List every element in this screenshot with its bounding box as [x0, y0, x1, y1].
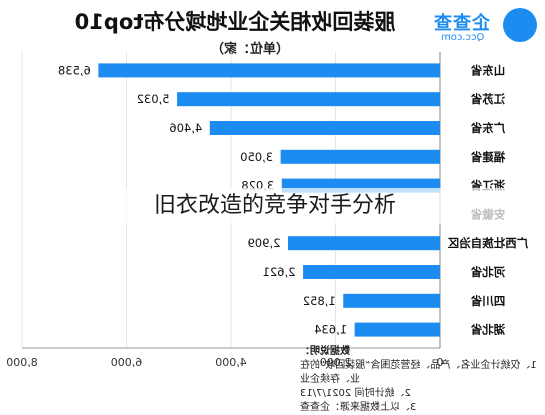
- bar: [98, 63, 441, 78]
- y-category-label: 河北省: [470, 265, 505, 279]
- bar: [288, 236, 440, 251]
- bar: [303, 265, 440, 279]
- bar-value-label: 3,050: [240, 150, 273, 164]
- bar-chart: 0 2,000 4,000 6,000 8,000 山东省 6,538 江苏省 5,032 广东省…: [6, 52, 528, 369]
- y-category-label: 广西壮族自治区: [447, 236, 528, 250]
- y-category-label: 江苏省: [470, 92, 505, 106]
- notes-title: 数据说明：: [300, 346, 350, 357]
- chart-frame: 企查查 Qcc.com 服装回收相关企业地域分布top10 （单位：家） 0 2,…: [6, 6, 543, 413]
- y-category-label: 湖北省: [470, 323, 505, 337]
- bar: [354, 322, 440, 337]
- bar-value-label: 6,538: [58, 63, 91, 77]
- bar-value-label: 2,621: [263, 265, 296, 279]
- bar-value-label: 5,032: [137, 92, 170, 106]
- brand-logo-icon: [503, 8, 537, 42]
- bar: [209, 121, 440, 135]
- notes-line-2: 2、统计时间 2021/7/13: [300, 388, 411, 399]
- y-category-label: 广东省: [470, 121, 505, 135]
- x-tick-label: 0: [437, 356, 444, 369]
- x-tick-label: 4,000: [215, 356, 247, 369]
- bar-value-label: 4,406: [169, 121, 202, 135]
- x-tick-label: 2,000: [320, 356, 352, 369]
- bar: [177, 92, 440, 107]
- x-tick-label: 6,000: [111, 356, 143, 369]
- bar-value-label: 2,909: [248, 236, 281, 250]
- data-notes: 数据说明： 1、仅统计企业名、产品、经营范围含“服装回收”的在业、存续企业 2、…: [300, 345, 540, 415]
- y-category-label: 山东省: [470, 63, 505, 77]
- brand-logo: 企查查 Qcc.com: [431, 6, 543, 46]
- bar: [280, 149, 440, 164]
- notes-line-1: 1、仅统计企业名、产品、经营范围含“服装回收”的在业、存续企业: [300, 360, 537, 385]
- y-category-label: 福建省: [470, 150, 506, 164]
- bar-value-label: 1,634: [314, 323, 347, 337]
- bar-value-label: 1,852: [303, 294, 336, 308]
- bar: [343, 293, 440, 308]
- notes-line-3: 3、以上数据来源：企查查: [300, 402, 417, 413]
- x-tick-label: 8,000: [6, 356, 38, 369]
- y-category-label: 四川省: [470, 294, 505, 308]
- overlay-caption: 旧衣改造的竞争对手分析: [40, 188, 510, 224]
